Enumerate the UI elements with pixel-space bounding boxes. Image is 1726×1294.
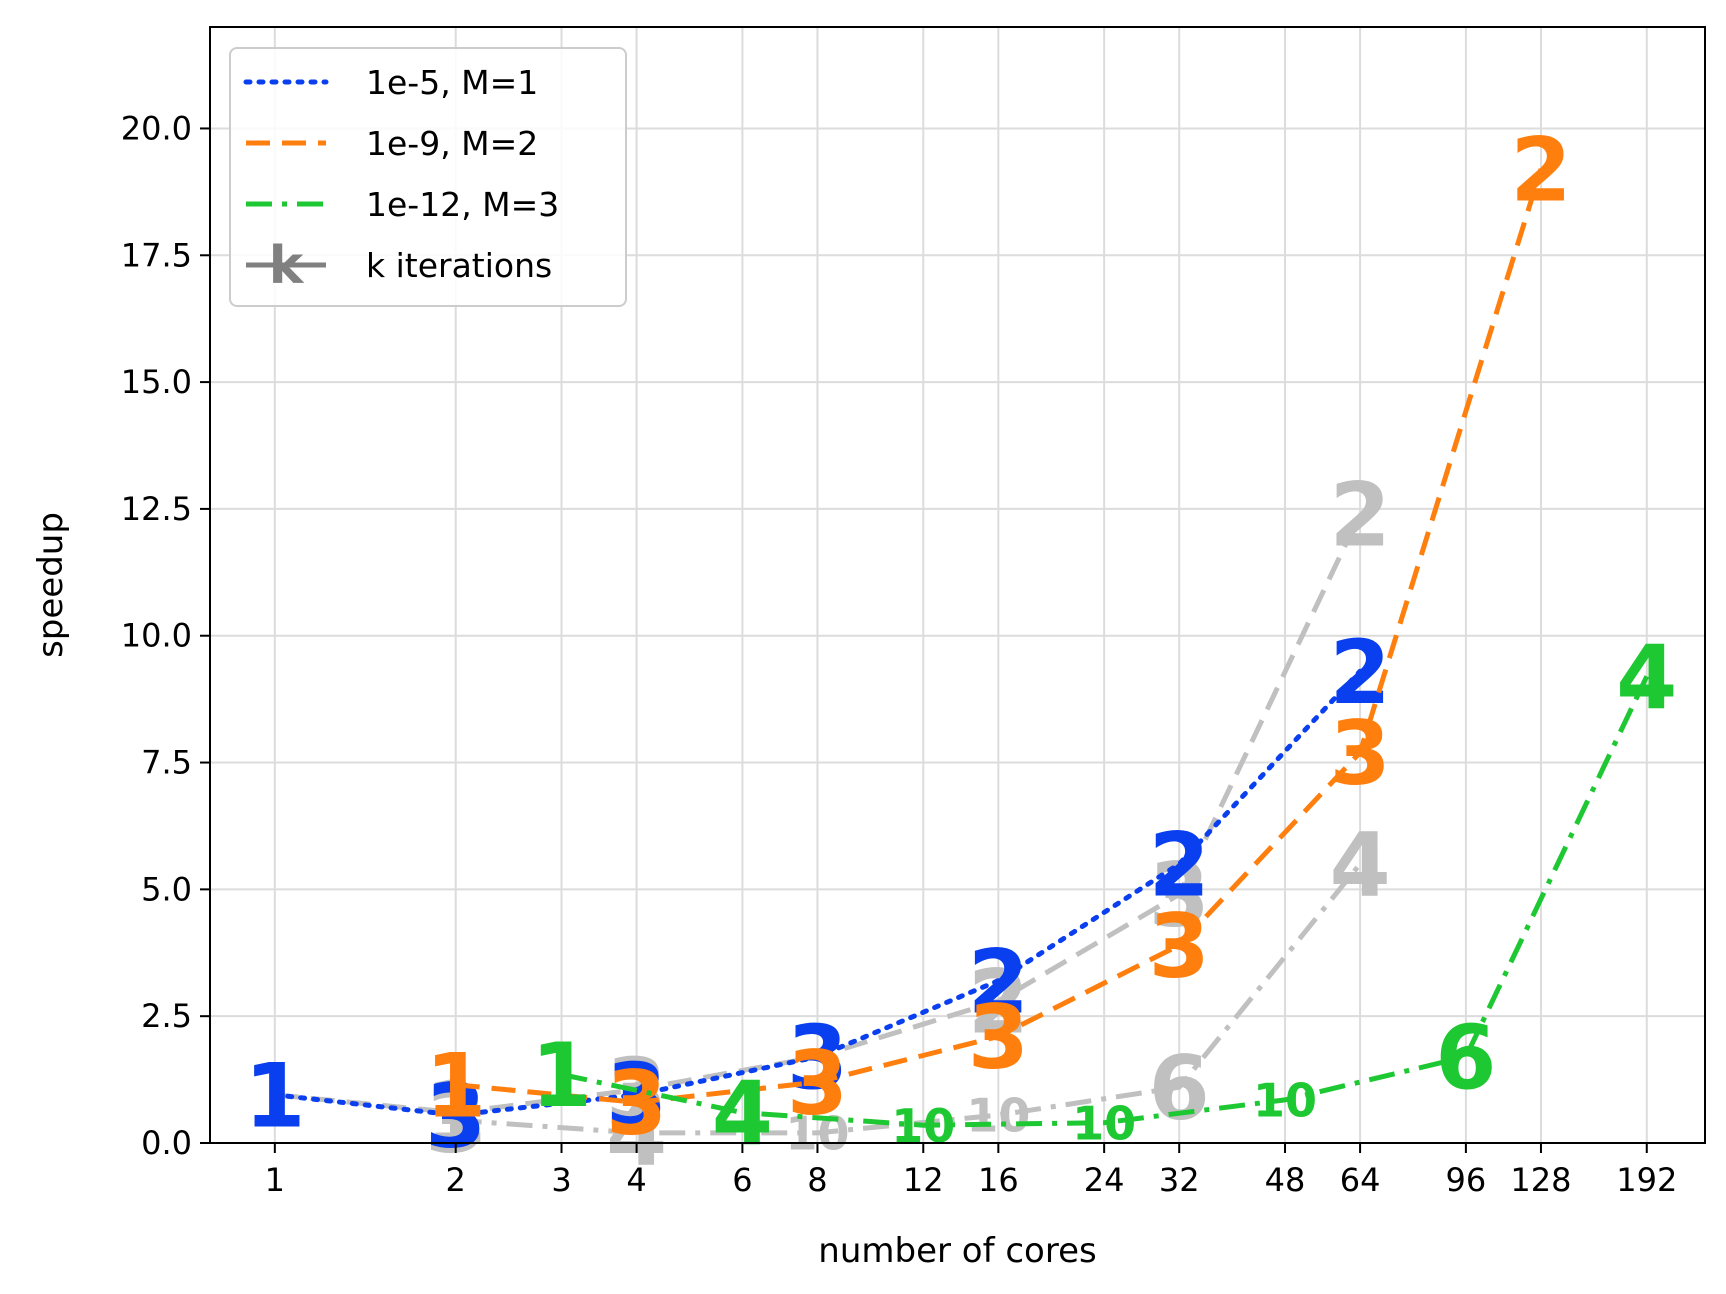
x-tick-label: 8 [807,1161,827,1199]
y-tick-label: 5.0 [141,870,192,908]
y-tick-label: 2.5 [141,997,192,1035]
y-tick-label: 0.0 [141,1124,192,1162]
x-tick-label: 192 [1616,1161,1677,1199]
x-tick-label: 6 [732,1161,752,1199]
y-tick-label: 20.0 [121,109,192,147]
x-tick-label: 2 [446,1161,466,1199]
iteration-label: 1 [244,1044,305,1147]
iteration-label: 4 [1616,626,1677,729]
x-tick-label: 4 [626,1161,646,1199]
legend-k-marker: k [269,236,305,296]
legend-label: 1e-9, M=2 [366,124,538,163]
x-tick-label: 96 [1446,1161,1487,1199]
legend-label: k iterations [366,246,552,285]
iteration-label: 10 [1253,1073,1317,1127]
y-tick-label: 12.5 [121,490,192,528]
series-line [560,675,1650,1128]
grey-iteration-label: 4 [1329,814,1390,917]
iteration-label: 3 [1329,702,1390,805]
iteration-label: 3 [968,986,1029,1089]
x-tick-label: 32 [1159,1161,1200,1199]
iteration-label: 6 [1435,1006,1496,1109]
legend-box [229,47,627,307]
grey-iteration-label: 2 [1329,464,1390,567]
plot-frame [209,26,1706,1144]
iteration-label: 2 [1329,621,1390,724]
x-tick-label: 48 [1265,1161,1306,1199]
x-axis-label: number of cores [818,1231,1096,1271]
x-tick-label: 128 [1510,1161,1571,1199]
iteration-label: 3 [606,1052,667,1155]
iteration-label: 3 [606,1044,667,1147]
grey-series-line [455,862,1363,1136]
x-tick-label: 64 [1340,1161,1381,1199]
iteration-label: 10 [1072,1096,1136,1150]
y-tick-label: 15.0 [121,363,192,401]
y-tick-label: 17.5 [121,236,192,274]
legend-label: 1e-5, M=1 [366,63,538,102]
iteration-label: 1 [531,1024,592,1127]
axis-ticks: 1 2 3 4 6 8 12 16 24 32 48 64 96 128 1920.02.55.07.510… [121,109,1678,1199]
iteration-label: 3 [1149,895,1210,998]
iteration-label: 2 [1510,119,1571,222]
y-tick-label: 10.0 [121,617,192,655]
x-tick-label: 24 [1084,1161,1125,1199]
iteration-label: 1 [425,1034,486,1137]
x-tick-label: 16 [978,1161,1019,1199]
series-line [455,168,1544,1105]
iteration-label: 2 [1149,814,1210,917]
x-tick-label: 3 [551,1161,571,1199]
legend-label: 1e-12, M=3 [366,185,559,224]
grey-iteration-label: 6 [1149,1037,1210,1140]
grey-iteration-label: 10 [966,1089,1030,1143]
y-tick-label: 7.5 [141,744,192,782]
series-line [272,668,1363,1118]
x-tick-label: 1 [265,1161,285,1199]
y-axis-label: speedup [31,512,71,658]
iteration-label: 3 [787,1006,848,1109]
iteration-label: 2 [968,930,1029,1033]
x-tick-label: 12 [903,1161,944,1199]
legend: 1e-5, M=1 1e-9, M=2 1e-12, M=3 k k iteration… [229,47,627,307]
